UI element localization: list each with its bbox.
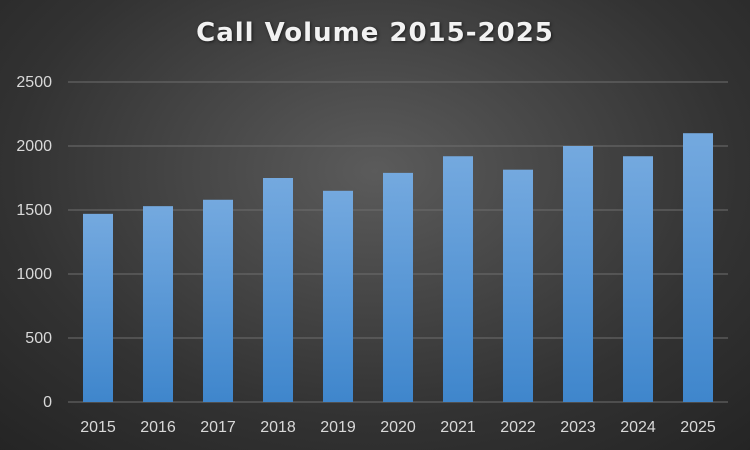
y-tick-label: 1500 — [16, 202, 52, 219]
bar-2016 — [143, 206, 173, 402]
bar-2017 — [203, 199, 233, 402]
bar-2018 — [263, 178, 293, 402]
bar-2024 — [623, 156, 653, 402]
x-tick-label: 2017 — [200, 419, 236, 436]
y-tick-label: 2000 — [16, 138, 52, 155]
x-tick-label: 2016 — [140, 419, 176, 436]
x-tick-label: 2023 — [560, 419, 596, 436]
x-tick-label: 2018 — [260, 419, 296, 436]
x-tick-label: 2019 — [320, 419, 356, 436]
x-tick-label: 2020 — [380, 419, 416, 436]
bar-2025 — [683, 133, 713, 402]
y-tick-label: 1000 — [16, 266, 52, 283]
y-tick-label: 2500 — [16, 74, 52, 91]
x-tick-label: 2015 — [80, 419, 116, 436]
bar-2022 — [503, 169, 533, 402]
y-tick-label: 500 — [25, 330, 52, 347]
x-tick-label: 2024 — [620, 419, 656, 436]
x-tick-label: 2021 — [440, 419, 476, 436]
bar-2015 — [83, 213, 113, 402]
bar-2020 — [383, 172, 413, 402]
x-tick-label: 2022 — [500, 419, 536, 436]
x-axis-tick-labels: 2015 2016 2017 2018 2019 2020 2021 2022 2023 2024… — [80, 419, 716, 436]
bars — [83, 133, 713, 402]
x-tick-label: 2025 — [680, 419, 716, 436]
y-tick-label: 0 — [43, 394, 52, 411]
bar-2019 — [323, 190, 353, 402]
y-axis-tick-labels: 0 500 1000 1500 2000 2500 — [16, 74, 52, 411]
chart-title: Call Volume 2015-2025 — [196, 18, 554, 48]
bar-2023 — [563, 146, 593, 402]
bar-2021 — [443, 156, 473, 402]
